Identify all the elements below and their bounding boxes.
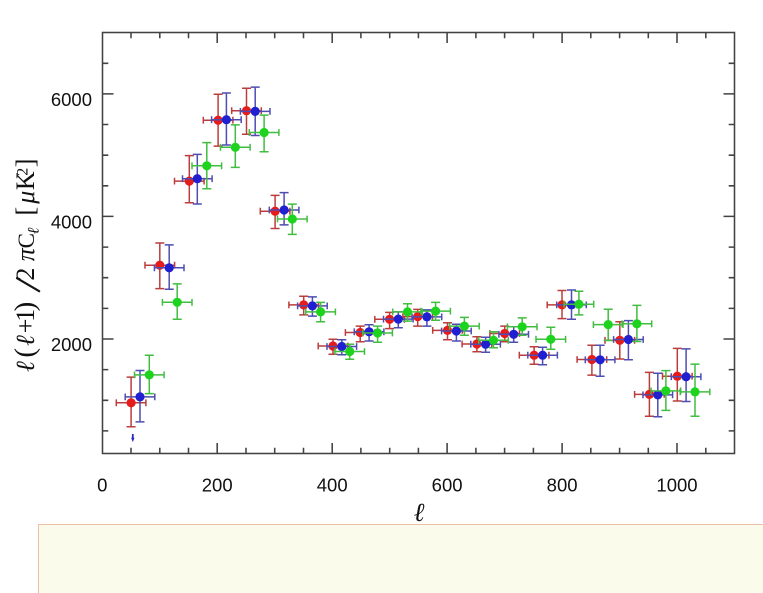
svg-text:]: ]: [11, 159, 40, 168]
svg-text:+: +: [11, 319, 40, 334]
svg-text:400: 400: [317, 475, 348, 496]
svg-text:2000: 2000: [51, 334, 92, 355]
svg-text:π: π: [11, 247, 40, 261]
svg-text:μ: μ: [11, 191, 40, 205]
svg-text:200: 200: [202, 475, 233, 496]
svg-text:C: C: [14, 233, 39, 248]
svg-text:2: 2: [11, 268, 40, 281]
svg-text:): ): [9, 302, 41, 312]
svg-text:6000: 6000: [51, 89, 92, 110]
svg-text:ℓ: ℓ: [414, 498, 425, 527]
svg-text:(: (: [9, 348, 41, 358]
svg-text:0: 0: [97, 475, 107, 496]
svg-text:ℓ: ℓ: [11, 335, 40, 346]
svg-text:1: 1: [11, 309, 40, 322]
svg-text:800: 800: [547, 475, 578, 496]
svg-text:K: K: [11, 171, 40, 190]
svg-text:ℓ: ℓ: [11, 361, 40, 372]
svg-text:600: 600: [432, 475, 463, 496]
svg-text:1000: 1000: [656, 475, 697, 496]
svg-text:2: 2: [15, 168, 32, 176]
svg-text:[: [: [11, 207, 40, 216]
svg-text:4000: 4000: [51, 212, 92, 233]
svg-text:ℓ: ℓ: [26, 227, 43, 234]
